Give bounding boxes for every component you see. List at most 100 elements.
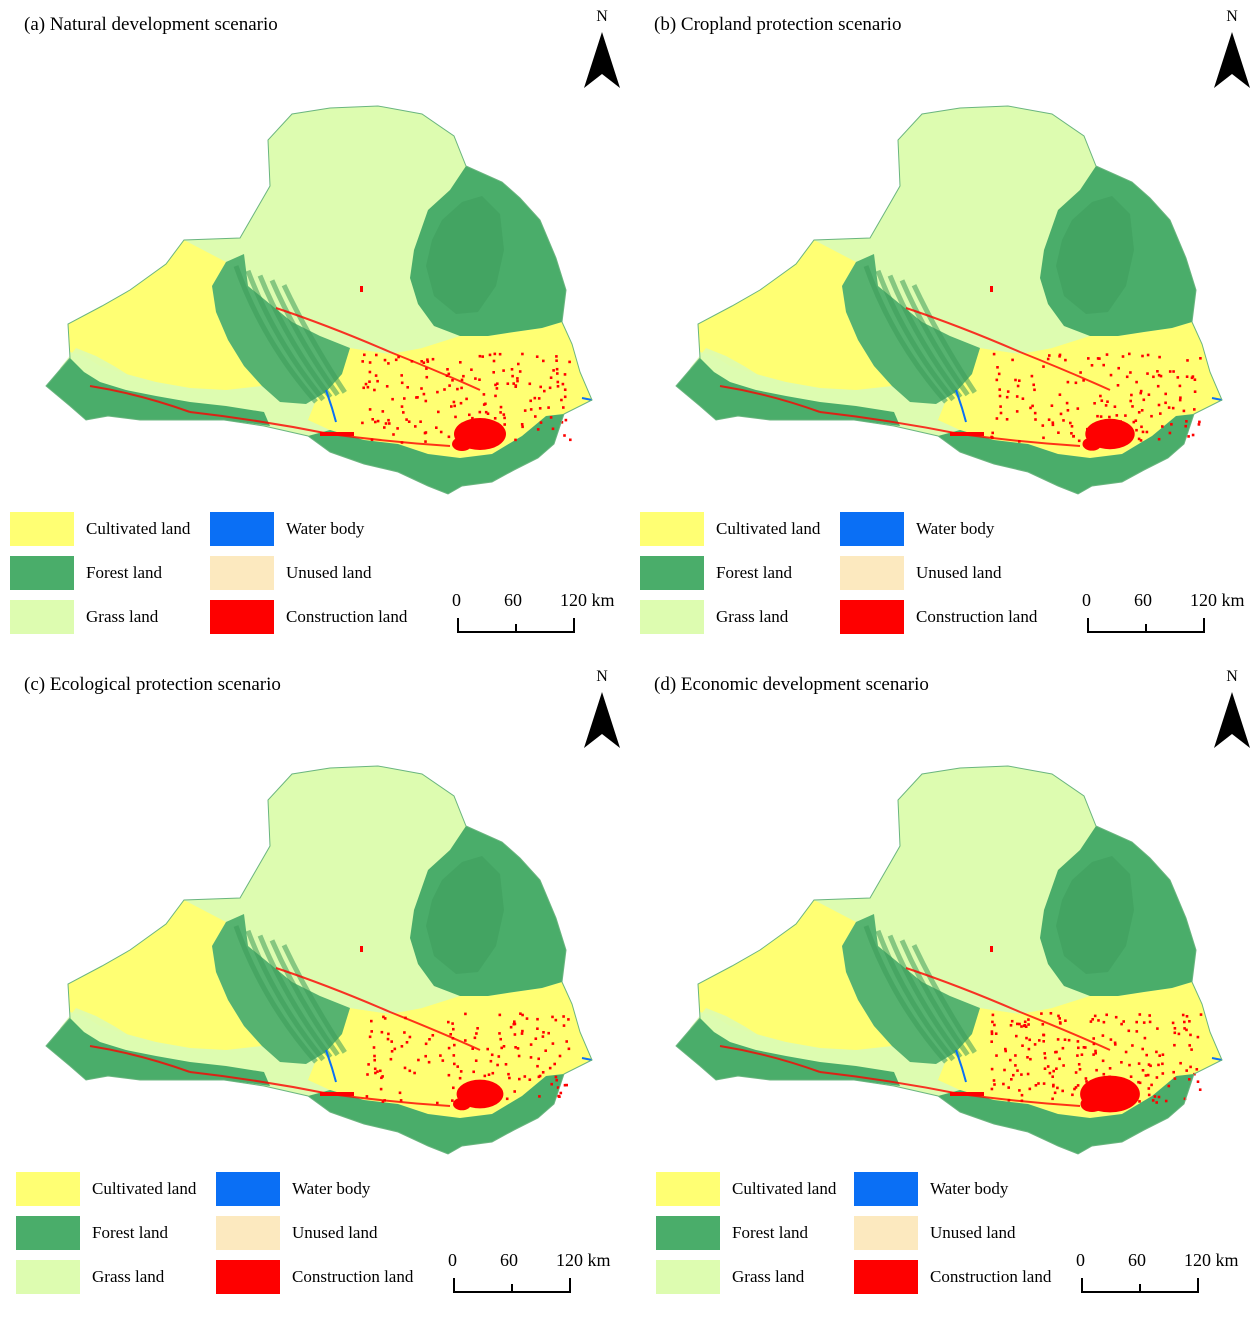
construction-patch [1018, 379, 1021, 382]
construction-patch [445, 374, 449, 377]
construction-patch [1028, 1038, 1031, 1042]
construction-patch [1076, 407, 1080, 410]
construction-patch [495, 387, 499, 390]
construction-patch [992, 352, 996, 356]
construction-patch [990, 1067, 994, 1071]
forest-land-region [1056, 856, 1134, 974]
construction-patch [1042, 1040, 1045, 1043]
construction-patch [1193, 408, 1196, 411]
construction-patch [408, 1035, 412, 1039]
construction-patch [387, 362, 390, 365]
construction-patch [514, 438, 517, 442]
construction-patch [523, 1075, 527, 1078]
construction-patch [561, 382, 565, 386]
construction-patch [1131, 1044, 1134, 1047]
construction-patch [504, 1063, 508, 1066]
construction-patch [383, 1017, 387, 1020]
construction-patch [453, 404, 456, 408]
construction-corridor [89, 1045, 191, 1073]
map-layers [45, 105, 593, 495]
legend-swatch [210, 556, 274, 590]
construction-patch [373, 388, 376, 392]
construction-patch [1048, 354, 1051, 357]
construction-patch [1032, 383, 1035, 387]
scale-tick-label: 60 [1128, 1250, 1146, 1270]
grass-land-region [874, 766, 1096, 1014]
construction-patch [1161, 1062, 1164, 1066]
construction-patch [1021, 397, 1025, 400]
construction-patch [1149, 1064, 1152, 1068]
construction-patch [1137, 1080, 1140, 1084]
construction-patch [555, 359, 558, 362]
construction-patch [441, 1059, 445, 1062]
construction-patch [558, 1095, 561, 1098]
forest-ridge [245, 269, 326, 402]
construction-patch [1132, 420, 1136, 424]
construction-patch [1004, 1047, 1007, 1051]
construction-patch [1131, 405, 1134, 408]
construction-patch [1073, 1087, 1076, 1091]
north-letter: N [1226, 8, 1238, 25]
construction-patch [374, 420, 377, 424]
construction-patch [487, 1073, 491, 1076]
legend-label: Unused land [916, 563, 1002, 582]
construction-patch [452, 400, 456, 404]
map-layers [675, 765, 1223, 1155]
construction-patch [514, 384, 518, 387]
construction-patch [1065, 401, 1069, 405]
construction-patch [1189, 1033, 1192, 1037]
construction-patch [1135, 1020, 1138, 1024]
construction-patch [365, 1095, 369, 1098]
construction-patch [1108, 415, 1111, 419]
water-body [325, 389, 337, 423]
construction-patch [431, 357, 435, 361]
forest-ridge [281, 944, 347, 1054]
construction-patch [549, 416, 553, 419]
legend-swatch [854, 1216, 918, 1250]
construction-patch [1181, 1013, 1185, 1017]
construction-patch [320, 432, 354, 436]
legend-swatch [840, 600, 904, 634]
scale-bar-line [1087, 618, 1205, 633]
north-arrow: N [582, 668, 622, 748]
construction-patch [1052, 1084, 1055, 1088]
construction-patch [426, 360, 430, 363]
grass-land-region [874, 106, 1096, 354]
construction-patch [1129, 371, 1132, 374]
construction-patch [1186, 359, 1189, 362]
construction-patch [1071, 1093, 1074, 1097]
construction-patch [995, 1054, 998, 1057]
construction-patch [375, 353, 378, 357]
construction-patch [1138, 1100, 1141, 1103]
cultivated-land-region [698, 240, 892, 390]
construction-corridor [719, 1045, 821, 1073]
legend: Cultivated land Water body Forest land U… [640, 1172, 1060, 1302]
legend-label: Water body [292, 1179, 371, 1198]
construction-patch [404, 1016, 407, 1020]
construction-patch [481, 355, 484, 358]
north-arrow: N [1212, 8, 1252, 88]
construction-patch [1157, 1063, 1160, 1067]
construction-patch [1020, 1025, 1023, 1028]
construction-patch [1102, 363, 1105, 367]
construction-patch [1010, 1019, 1014, 1023]
construction-patch [990, 1040, 993, 1043]
construction-patch [551, 1042, 555, 1045]
construction-patch [1043, 1067, 1047, 1070]
construction-patch [1059, 412, 1063, 416]
construction-patch [1078, 1068, 1082, 1071]
construction-patch [1051, 423, 1055, 427]
construction-patch [1020, 1093, 1024, 1097]
construction-patch [1018, 1022, 1021, 1026]
construction-patch [499, 405, 503, 409]
legend-label: Cultivated land [732, 1179, 837, 1198]
construction-patch [424, 440, 427, 443]
construction-patch [950, 432, 984, 436]
construction-patch [475, 1032, 478, 1035]
north-arrow-icon [584, 692, 620, 748]
construction-patch [406, 386, 409, 389]
north-arrow-icon [1214, 32, 1250, 88]
construction-patch [1196, 1035, 1200, 1039]
construction-patch [995, 378, 999, 382]
